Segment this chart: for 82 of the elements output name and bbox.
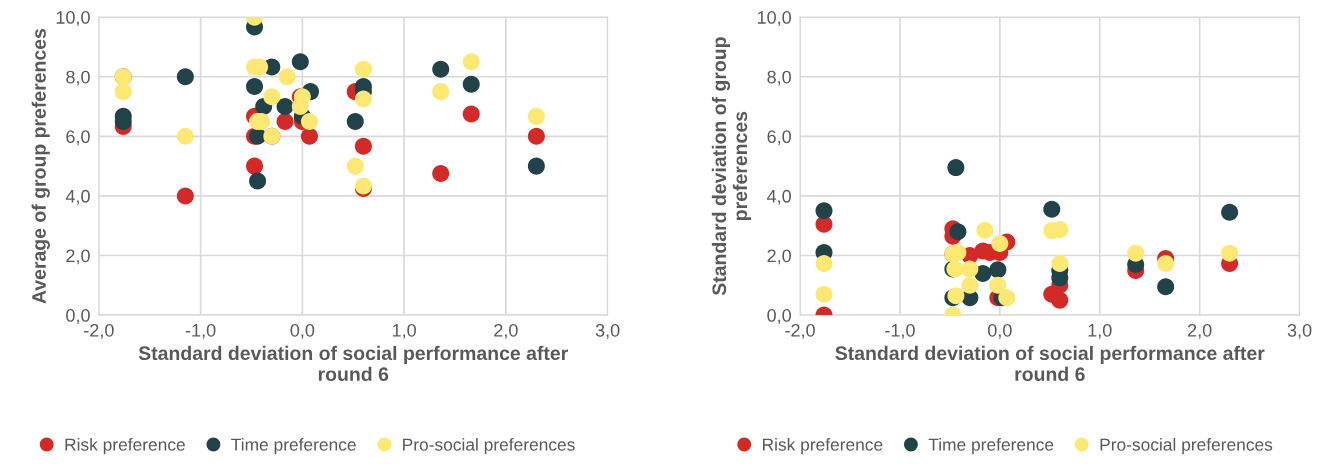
point	[815, 255, 833, 273]
y-tick-label: 8,0	[767, 70, 791, 86]
point	[998, 289, 1016, 307]
x-tick-label: 3,0	[1287, 323, 1312, 339]
point	[278, 68, 296, 86]
point	[300, 127, 318, 145]
point	[291, 53, 309, 71]
point	[527, 127, 545, 145]
point	[176, 127, 194, 145]
x-tick-label: -1,0	[885, 323, 915, 339]
legend-label: Time preference	[928, 438, 1054, 455]
legend-label: Risk preference	[762, 438, 883, 455]
point	[1157, 255, 1175, 273]
point	[354, 90, 372, 108]
y-tick-label: 0,0	[66, 309, 90, 324]
point	[989, 276, 1007, 294]
x-tick-label: 0,0	[290, 323, 315, 339]
point	[976, 221, 994, 239]
point	[815, 285, 833, 303]
y-axis-title: Standard deviation of group preferences	[711, 37, 751, 296]
x-tick-label: 2,0	[494, 323, 518, 339]
point	[346, 112, 364, 130]
point	[346, 157, 364, 175]
point	[1221, 244, 1239, 262]
x-tick-label: 2,0	[1188, 323, 1212, 339]
legend-label: Pro-social preferences	[403, 438, 575, 455]
y-tick-label: 10,0	[757, 11, 791, 26]
y-tick-label: 6,0	[66, 130, 90, 146]
legend-label: Time preference	[231, 438, 356, 455]
point	[276, 112, 294, 130]
point	[1127, 244, 1145, 262]
x-tick-label: 3,0	[595, 323, 620, 339]
point	[276, 98, 294, 116]
point	[432, 60, 450, 78]
point	[114, 83, 132, 101]
point	[246, 78, 264, 96]
point	[961, 260, 979, 278]
y-axis-title: Average of group preferences	[31, 28, 50, 304]
point	[1221, 203, 1239, 221]
point	[462, 105, 480, 123]
x-axis-title: Standard deviation of social performance after round 6	[835, 345, 1265, 382]
point	[354, 137, 372, 155]
x-tick-label: 1,0	[1088, 323, 1112, 339]
point	[1051, 255, 1069, 273]
point	[263, 88, 281, 106]
point	[527, 107, 545, 125]
x-tick-label: -1,0	[185, 323, 216, 339]
point	[989, 261, 1007, 279]
point	[991, 235, 1009, 253]
point	[1157, 278, 1175, 296]
point	[462, 75, 480, 93]
point	[527, 157, 545, 175]
point	[462, 53, 480, 71]
x-tick-label: 0,0	[987, 323, 1012, 339]
x-tick-label: -2,0	[785, 323, 815, 339]
point	[432, 165, 450, 183]
point	[300, 112, 318, 130]
y-tick-label: 4,0	[767, 189, 791, 205]
legend-label: Pro-social preferences	[1100, 438, 1273, 455]
x-tick-label: -2,0	[84, 323, 114, 339]
y-tick-label: 0,0	[767, 309, 791, 324]
legend-label: Risk preference	[65, 438, 185, 455]
point	[815, 202, 833, 220]
point	[947, 159, 965, 177]
point	[176, 187, 194, 205]
point	[1043, 200, 1061, 218]
point	[432, 83, 450, 101]
point	[1051, 291, 1069, 309]
point	[249, 172, 267, 190]
point	[176, 68, 194, 86]
point	[354, 60, 372, 78]
y-tick-label: 2,0	[767, 249, 791, 265]
x-tick-label: 1,0	[392, 323, 416, 339]
point	[246, 157, 264, 175]
x-axis-title: Standard deviation of social performance after round 6	[138, 345, 568, 382]
y-tick-label: 6,0	[767, 130, 791, 146]
y-tick-label: 8,0	[66, 70, 90, 86]
y-tick-label: 4,0	[65, 189, 90, 205]
y-tick-label: 2,0	[66, 249, 90, 265]
point	[949, 223, 967, 241]
point	[961, 276, 979, 294]
y-tick-label: 10,0	[56, 11, 90, 26]
